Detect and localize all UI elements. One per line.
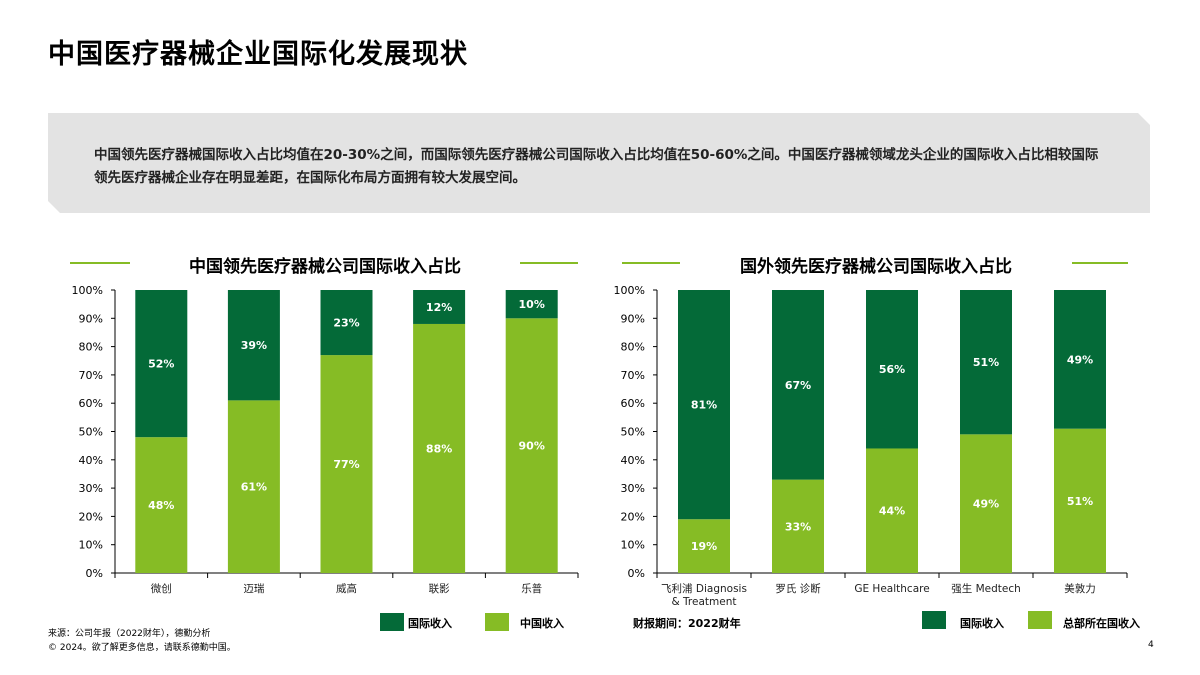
legend-label: 国际收入: [960, 617, 1004, 630]
bar-segment: [772, 290, 824, 480]
bar-segment: [1054, 290, 1106, 429]
data-label: 88%: [426, 442, 452, 455]
legend-swatch-hq: [1028, 611, 1052, 629]
bar-segment: [413, 323, 466, 573]
data-label: 48%: [148, 499, 174, 512]
y-tick-label: 30%: [621, 482, 645, 495]
bar-segment: [320, 290, 373, 356]
x-category-label: 罗氏 诊断: [775, 582, 821, 595]
chart1-title: 中国领先医疗器械公司国际收入占比: [189, 257, 461, 277]
bar-segment: [227, 290, 280, 401]
data-label: 52%: [148, 358, 174, 371]
y-tick-label: 70%: [79, 369, 103, 382]
period-label: 财报期间：2022财年: [633, 617, 741, 630]
bar-segment: [320, 355, 373, 573]
bar-segment: [960, 434, 1012, 573]
summary-box: 中国领先医疗器械国际收入占比均值在20-30%之间，而国际领先医疗器械公司国际收…: [48, 113, 1150, 213]
x-category-label: 迈瑞: [243, 583, 264, 595]
title-rule: [622, 262, 680, 264]
x-category-label: & Treatment: [672, 596, 737, 608]
y-tick-label: 70%: [621, 369, 645, 382]
y-tick-label: 0%: [628, 567, 645, 580]
y-tick-label: 50%: [621, 426, 645, 439]
legend-label: 国际收入: [408, 617, 452, 630]
bar-segment: [505, 290, 558, 319]
summary-text: 中国领先医疗器械国际收入占比均值在20-30%之间，而国际领先医疗器械公司国际收…: [94, 147, 1099, 186]
bar-segment: [678, 290, 730, 520]
x-category-label: 微创: [151, 582, 172, 595]
y-tick-label: 100%: [72, 284, 103, 297]
y-tick-label: 60%: [621, 397, 645, 410]
y-tick-label: 20%: [79, 510, 103, 523]
data-label: 10%: [519, 298, 545, 311]
bar-segment: [960, 290, 1012, 435]
data-label: 49%: [1067, 353, 1093, 366]
y-tick-label: 60%: [79, 397, 103, 410]
data-label: 81%: [691, 399, 717, 412]
y-tick-label: 30%: [79, 482, 103, 495]
legend-swatch-international: [922, 611, 946, 629]
x-category-label: GE Healthcare: [854, 583, 929, 595]
bar-segment: [1054, 428, 1106, 573]
data-label: 12%: [426, 301, 452, 314]
y-tick-label: 20%: [621, 510, 645, 523]
legend-label: 中国收入: [520, 617, 564, 630]
y-tick-label: 40%: [79, 454, 103, 467]
y-tick-label: 100%: [614, 284, 645, 297]
x-category-label: 强生 Medtech: [951, 582, 1021, 595]
title-rule: [1072, 262, 1128, 264]
chart2-title: 国外领先医疗器械公司国际收入占比: [740, 257, 1012, 277]
title-rule: [70, 262, 130, 264]
bar-segment: [505, 318, 558, 573]
data-label: 56%: [879, 363, 905, 376]
y-tick-label: 0%: [86, 567, 103, 580]
bar-segment: [866, 448, 918, 573]
y-tick-label: 10%: [79, 539, 103, 552]
page-title: 中国医疗器械企业国际化发展现状: [48, 39, 468, 70]
copyright: © 2024。欲了解更多信息，请联系德勤中国。: [48, 643, 236, 653]
bar-segment: [227, 400, 280, 573]
x-category-label: 飞利浦 Diagnosis: [661, 582, 747, 595]
bar-segment: [135, 290, 188, 438]
bar-segment: [135, 437, 188, 573]
y-tick-label: 90%: [621, 312, 645, 325]
y-tick-label: 80%: [79, 341, 103, 354]
data-label: 67%: [785, 379, 811, 392]
data-label: 19%: [691, 540, 717, 553]
legend-label: 总部所在国收入: [1063, 617, 1140, 630]
data-label: 61%: [241, 481, 267, 494]
x-category-label: 联影: [429, 582, 450, 595]
y-tick-label: 10%: [621, 539, 645, 552]
x-category-label: 乐普: [521, 582, 542, 595]
data-label: 44%: [879, 505, 905, 518]
title-rule: [520, 262, 578, 264]
x-category-label: 美敦力: [1064, 582, 1096, 595]
data-label: 23%: [333, 317, 359, 330]
data-label: 39%: [241, 339, 267, 352]
data-label: 49%: [973, 498, 999, 511]
bar-segment: [772, 479, 824, 573]
bar-segment: [678, 519, 730, 573]
bar-segment: [413, 290, 466, 324]
data-label: 51%: [973, 356, 999, 369]
y-tick-label: 80%: [621, 341, 645, 354]
bar-segment: [866, 290, 918, 449]
page-number: 4: [1148, 640, 1154, 650]
x-category-label: 威高: [336, 582, 357, 595]
y-tick-label: 40%: [621, 454, 645, 467]
source-note: 来源：公司年报（2022财年），德勤分析: [48, 629, 211, 639]
legend-swatch-domestic: [485, 613, 509, 631]
y-tick-label: 50%: [79, 426, 103, 439]
legend-swatch-international: [380, 613, 404, 631]
data-label: 33%: [785, 520, 811, 533]
data-label: 51%: [1067, 495, 1093, 508]
y-tick-label: 90%: [79, 312, 103, 325]
data-label: 77%: [333, 458, 359, 471]
data-label: 90%: [519, 440, 545, 453]
